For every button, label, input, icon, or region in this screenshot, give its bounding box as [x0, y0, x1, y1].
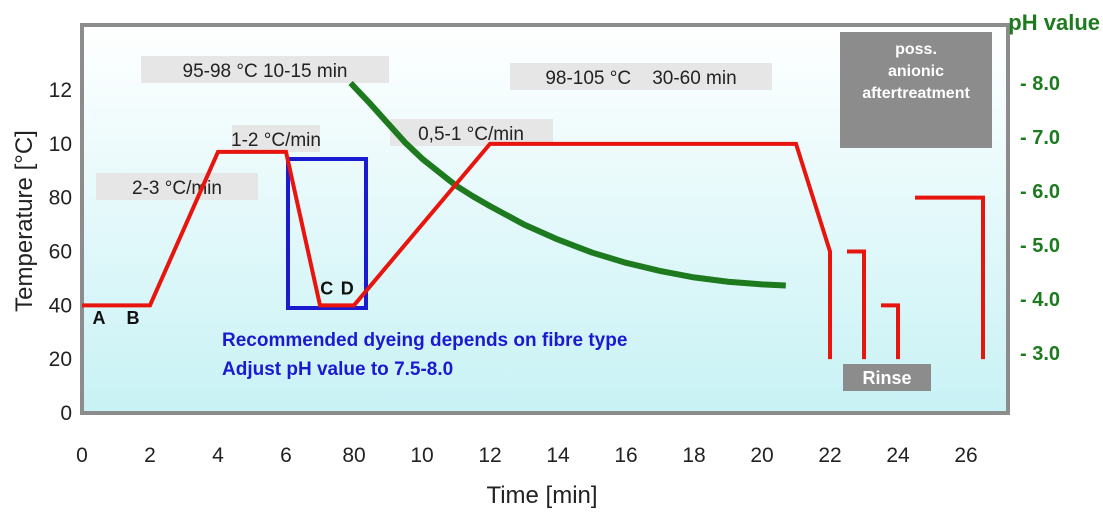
x-tick-label: 20 — [750, 444, 773, 467]
y-axis-ticks: 0 20 40 60 80 10 12 — [49, 79, 72, 425]
y-tick-label: 20 — [49, 348, 72, 371]
label-2-3: 2-3 °C/min — [132, 178, 222, 199]
y-tick-label: 10 — [49, 133, 72, 156]
ph-tick-label: - 4.0 — [1020, 289, 1060, 311]
x-tick-label: 0 — [76, 444, 88, 467]
aftertreatment-line-1: poss. — [895, 41, 937, 58]
cooling-highlight-box — [286, 157, 368, 310]
point-label-b: B — [127, 308, 140, 328]
temperature-line — [82, 141, 832, 360]
y-axis-title: Temperature [°C] — [11, 130, 38, 312]
rinse-brackets — [847, 195, 985, 360]
rinse-bracket — [881, 303, 900, 360]
aftertreatment-line-3: aftertreatment — [862, 85, 970, 102]
label-98-105: 98-105 °C 30-60 min — [545, 68, 736, 89]
y2-axis-title: pH value — [1008, 10, 1100, 35]
y-tick-label: 60 — [49, 241, 72, 264]
x-tick-label: 16 — [614, 444, 637, 467]
label-box-1-2 — [232, 125, 320, 152]
label-box-98-105 — [510, 63, 772, 90]
x-tick-label: 6 — [280, 444, 292, 467]
label-box-2-3 — [96, 173, 258, 200]
x-axis-ticks: 0 2 4 6 80 10 12 14 16 18 20 22 24 26 — [76, 444, 978, 467]
point-label-d: D — [341, 279, 354, 299]
rinse-bracket — [847, 249, 866, 360]
ph-line — [348, 80, 786, 289]
aftertreatment-box: poss. anionic aftertreatment — [840, 32, 992, 148]
rinse-label: Rinse — [862, 368, 911, 388]
x-tick-label: 80 — [342, 444, 365, 467]
x-tick-label: 12 — [478, 444, 501, 467]
ph-tick-label: - 3.0 — [1020, 343, 1060, 365]
x-tick-label: 10 — [410, 444, 433, 467]
ph-tick-label: - 5.0 — [1020, 235, 1060, 257]
label-box-95-98 — [141, 56, 389, 83]
temperature-curve — [82, 141, 832, 360]
ph-tick-label: - 8.0 — [1020, 73, 1060, 95]
x-tick-label: 4 — [212, 444, 224, 467]
point-label-c: C — [320, 279, 333, 299]
x-tick-label: 24 — [886, 444, 910, 467]
ph-tick-label: - 6.0 — [1020, 181, 1060, 203]
x-tick-label: 18 — [682, 444, 705, 467]
y2-axis-ticks: - 3.0 - 4.0 - 5.0 - 6.0 - 7.0 - 8.0 — [1020, 73, 1060, 365]
rinse-box — [843, 364, 931, 391]
point-labels: A B C D — [93, 279, 354, 329]
x-tick-label: 22 — [818, 444, 841, 467]
rinse-bracket — [915, 195, 985, 360]
y-tick-label: 12 — [49, 79, 72, 102]
label-95-98: 95-98 °C 10-15 min — [183, 61, 348, 82]
ph-tick-label: - 7.0 — [1020, 127, 1060, 149]
point-label-a: A — [93, 308, 106, 328]
x-tick-label: 26 — [954, 444, 977, 467]
y-tick-label: 40 — [49, 294, 72, 317]
y-tick-label: 80 — [49, 187, 72, 210]
note-line-1: Recommended dyeing depends on fibre type — [222, 330, 627, 351]
label-05-1: 0,5-1 °C/min — [418, 124, 524, 145]
aftertreatment-line-2: anionic — [888, 63, 944, 80]
y-tick-label: 0 — [60, 402, 72, 425]
x-axis-title: Time [min] — [486, 482, 597, 509]
ph-curve — [348, 80, 786, 289]
aftertreatment-rect — [840, 32, 992, 148]
label-1-2: 1-2 °C/min — [231, 130, 321, 151]
label-box-05-1 — [390, 119, 553, 146]
x-tick-label: 14 — [546, 444, 570, 467]
note-line-2: Adjust pH value to 7.5-8.0 — [222, 359, 453, 380]
x-tick-label: 2 — [144, 444, 156, 467]
